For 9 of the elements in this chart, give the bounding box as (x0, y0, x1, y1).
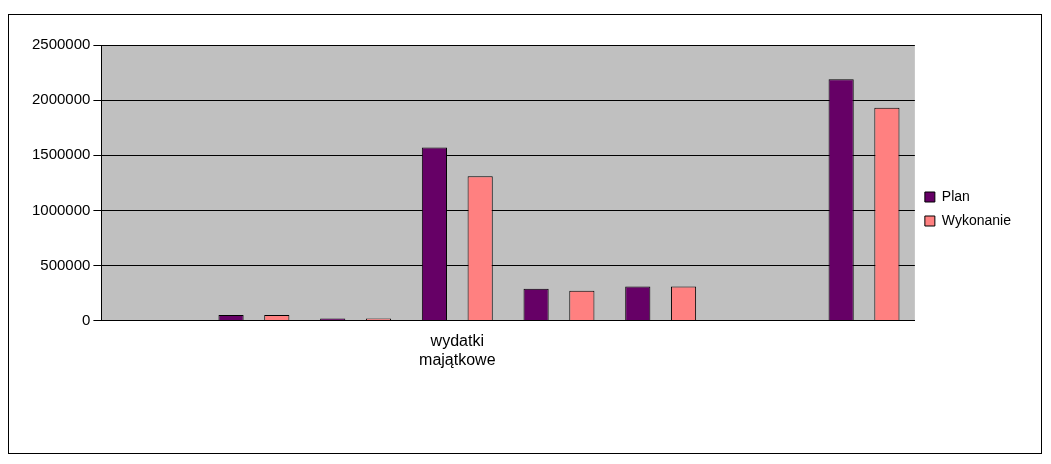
legend-label: Wykonanie (941, 211, 1012, 228)
y-tick-label: 1500000 (31, 145, 91, 163)
y-tick-label: 500000 (40, 255, 91, 273)
x-tick-label: wydatki majątkowe (419, 331, 496, 368)
y-tick-label: 0 (82, 310, 91, 328)
y-tick-label: 2000000 (31, 90, 91, 108)
legend-label: Plan (941, 187, 970, 204)
y-tick-label: 1000000 (31, 200, 91, 218)
y-tick-label: 2500000 (31, 35, 91, 53)
